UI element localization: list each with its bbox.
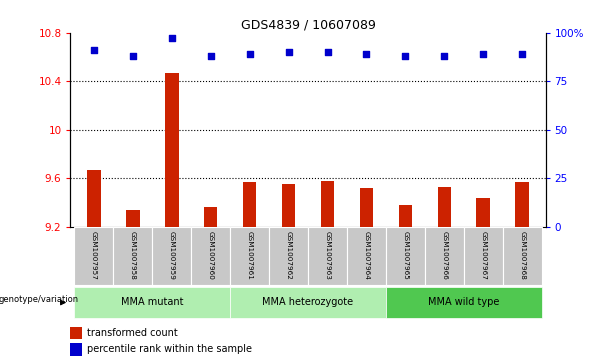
Bar xyxy=(438,187,451,227)
Bar xyxy=(360,188,373,227)
Text: MMA heterozygote: MMA heterozygote xyxy=(262,297,354,307)
Text: GSM1007961: GSM1007961 xyxy=(246,232,253,280)
Bar xyxy=(476,198,490,227)
Bar xyxy=(230,287,386,318)
Point xyxy=(128,53,138,59)
Bar xyxy=(70,327,82,339)
Text: genotype/variation: genotype/variation xyxy=(0,294,79,303)
Bar xyxy=(113,227,152,285)
Bar xyxy=(87,170,101,227)
Point xyxy=(440,53,449,59)
Text: GSM1007963: GSM1007963 xyxy=(324,232,330,280)
Point xyxy=(89,47,99,53)
Text: GSM1007965: GSM1007965 xyxy=(402,232,408,280)
Point xyxy=(284,49,294,55)
Bar xyxy=(269,227,308,285)
Bar xyxy=(165,73,178,227)
Bar xyxy=(386,227,425,285)
Text: transformed count: transformed count xyxy=(87,328,178,338)
Bar xyxy=(243,182,256,227)
Bar xyxy=(230,227,269,285)
Bar xyxy=(74,287,230,318)
Bar xyxy=(425,227,464,285)
Title: GDS4839 / 10607089: GDS4839 / 10607089 xyxy=(240,19,376,32)
Bar xyxy=(503,227,542,285)
Bar xyxy=(204,207,218,227)
Bar xyxy=(308,227,347,285)
Bar xyxy=(464,227,503,285)
Bar xyxy=(282,184,295,227)
Text: GSM1007959: GSM1007959 xyxy=(169,232,175,280)
Bar xyxy=(398,205,412,227)
Point xyxy=(206,53,216,59)
Bar xyxy=(191,227,230,285)
Point xyxy=(322,49,332,55)
Bar xyxy=(321,181,334,227)
Text: MMA mutant: MMA mutant xyxy=(121,297,183,307)
Point xyxy=(167,36,177,41)
Bar xyxy=(126,210,140,227)
Point xyxy=(245,51,254,57)
Text: GSM1007962: GSM1007962 xyxy=(286,232,292,280)
Bar xyxy=(347,227,386,285)
Text: GSM1007957: GSM1007957 xyxy=(91,232,97,280)
Point xyxy=(400,53,410,59)
Text: GSM1007968: GSM1007968 xyxy=(519,232,525,280)
Point xyxy=(478,51,488,57)
Bar xyxy=(70,343,82,356)
Text: MMA wild type: MMA wild type xyxy=(428,297,500,307)
Bar xyxy=(74,227,113,285)
Text: percentile rank within the sample: percentile rank within the sample xyxy=(87,344,252,354)
Text: GSM1007966: GSM1007966 xyxy=(441,232,447,280)
Text: GSM1007964: GSM1007964 xyxy=(364,232,370,280)
Bar xyxy=(386,287,542,318)
Text: GSM1007967: GSM1007967 xyxy=(480,232,486,280)
Text: GSM1007958: GSM1007958 xyxy=(130,232,136,280)
Bar xyxy=(152,227,191,285)
Point xyxy=(517,51,527,57)
Bar xyxy=(516,182,529,227)
Text: GSM1007960: GSM1007960 xyxy=(208,232,214,280)
Point xyxy=(362,51,371,57)
